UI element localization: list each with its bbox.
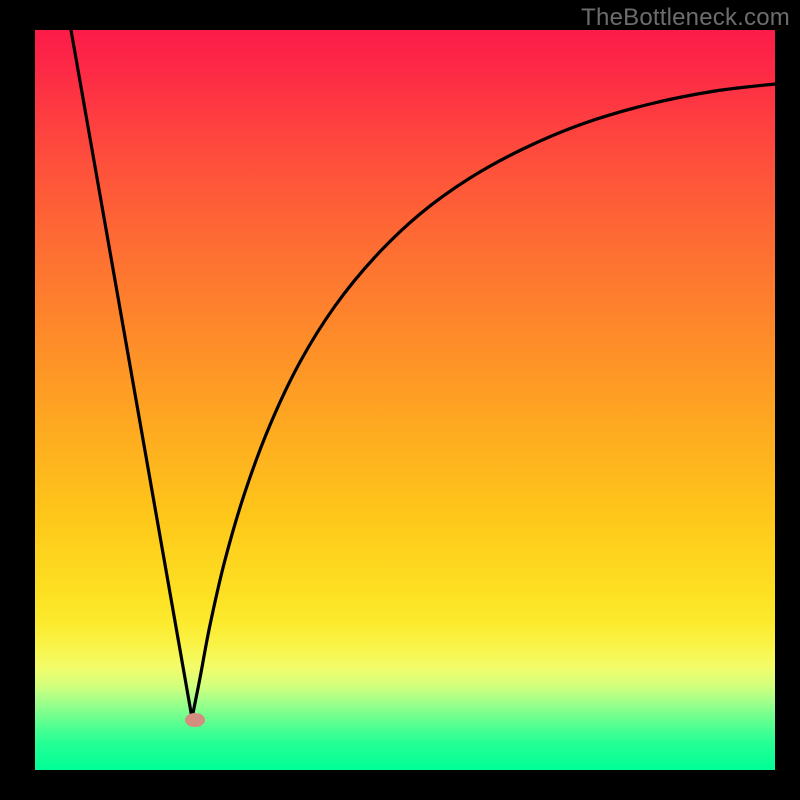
chart-svg <box>0 0 800 800</box>
minimum-marker <box>185 713 205 727</box>
watermark-text: TheBottleneck.com <box>581 4 790 32</box>
chart-container: { "watermark": "TheBottleneck.com", "cha… <box>0 0 800 800</box>
plot-background <box>35 30 775 770</box>
